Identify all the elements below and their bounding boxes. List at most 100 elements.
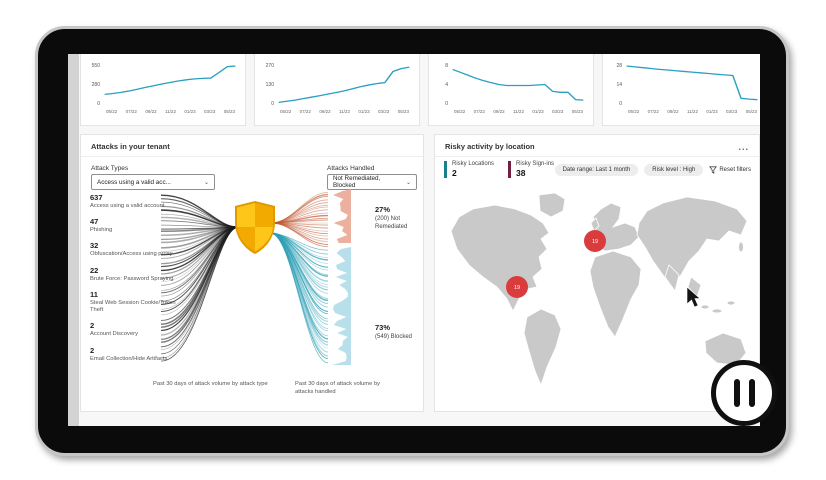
- x-tick-label: 09/22: [319, 109, 331, 114]
- x-axis-labels: 05/22 07/22 09/22 11/22 01/23 03/23 05/23: [106, 109, 235, 114]
- y-axis-ticks: 270 130 0: [261, 63, 277, 107]
- attack-types-value: Access using a valid acc...: [97, 178, 171, 186]
- not-remediated-detail: (200) Not Remediated: [375, 216, 408, 230]
- attack-type-item: 637 Access using a valid account: [90, 193, 184, 210]
- attacks-panel-title: Attacks in your tenant: [81, 135, 423, 157]
- x-tick-label: 03/23: [204, 109, 216, 114]
- pause-button[interactable]: [711, 360, 777, 426]
- attacks-panel-title-text: Attacks in your tenant: [91, 142, 170, 151]
- reset-filters-label: Reset filters: [719, 167, 751, 173]
- trend-chart-card-1: 550 280 0 05/22 07/22 09/22 11/22 01/23 03/23 05/…: [80, 54, 246, 126]
- x-tick-label: 05/22: [106, 109, 118, 114]
- x-tick-label: 03/23: [378, 109, 390, 114]
- marker-count: 19: [592, 239, 598, 245]
- y-tick-label: 28: [616, 63, 622, 69]
- pause-icon: [748, 379, 755, 407]
- y-tick-label: 0: [97, 101, 100, 107]
- x-tick-label: 11/22: [687, 109, 698, 114]
- map-landmasses: [450, 192, 748, 387]
- attacks-handled-dropdown[interactable]: Not Remediated, Blocked ⌄: [327, 174, 417, 190]
- y-tick-label: 4: [445, 82, 448, 88]
- x-axis-labels: 05/22 07/22 09/22 11/22 01/23 03/23 05/23: [454, 109, 583, 114]
- x-tick-label: 11/22: [165, 109, 176, 114]
- x-tick-label: 01/23: [358, 109, 370, 114]
- blocked-stat: 73% (549) Blocked: [375, 323, 427, 342]
- x-tick-label: 11/22: [339, 109, 350, 114]
- marker-count: 19: [514, 285, 520, 291]
- attack-label: Brute Force: Password Spraying: [90, 275, 174, 282]
- x-tick-label: 11/22: [513, 109, 524, 114]
- caption-attacks-handled: Past 30 days of attack volume by attacks…: [295, 381, 381, 395]
- risk-location-marker[interactable]: 19: [584, 230, 606, 252]
- x-axis-labels: 05/22 07/22 09/22 11/22 01/23 03/23 05/23: [628, 109, 757, 114]
- attack-type-list: 637 Access using a valid account 47 Phishin…: [90, 193, 184, 363]
- sparkline: [626, 65, 758, 101]
- attacks-handled-value: Not Remediated, Blocked: [333, 175, 381, 189]
- risky-stats-row: Risky Locations 2 Risky Sign-ins 38: [444, 161, 554, 178]
- x-tick-label: 01/23: [706, 109, 718, 114]
- chevron-down-icon: ⌄: [405, 179, 411, 186]
- attack-type-item: 22 Brute Force: Password Spraying: [90, 266, 184, 283]
- risky-locations-stat: Risky Locations 2: [444, 161, 494, 178]
- x-tick-label: 09/22: [145, 109, 157, 114]
- reset-filters-button[interactable]: Reset filters: [709, 166, 751, 174]
- attack-count: 22: [90, 265, 99, 275]
- date-range-filter-pill[interactable]: Date range: Last 1 month: [554, 164, 639, 176]
- y-axis-ticks: 550 280 0: [87, 63, 103, 107]
- x-tick-label: 01/23: [184, 109, 196, 114]
- blocked-percent: 73%: [375, 323, 391, 332]
- x-tick-label: 05/23: [397, 109, 409, 114]
- x-tick-label: 05/23: [745, 109, 757, 114]
- x-tick-label: 01/23: [532, 109, 544, 114]
- sparkline: [104, 65, 236, 96]
- chevron-down-icon: ⌄: [203, 179, 209, 186]
- sparkline: [278, 66, 410, 104]
- attack-label: Access using a valid account: [90, 203, 165, 209]
- x-tick-label: 03/23: [726, 109, 738, 114]
- more-menu-icon[interactable]: ...: [738, 141, 749, 152]
- attack-type-item: 2 Email Collection/Hide Artifacts: [90, 346, 184, 363]
- y-axis-ticks: 8 4 0: [435, 63, 451, 107]
- x-tick-label: 03/23: [552, 109, 564, 114]
- y-tick-label: 0: [619, 101, 622, 107]
- attack-count: 637: [90, 193, 103, 202]
- trend-chart-card-2: 270 130 0 05/22 07/22 09/22 11/22 01/23 03/23 05/…: [254, 54, 420, 126]
- attack-count: 2: [90, 345, 95, 355]
- attack-flow-sankey: [161, 189, 351, 365]
- attack-types-dropdown[interactable]: Access using a valid acc... ⌄: [91, 174, 215, 190]
- risk-level-filter-pill[interactable]: Risk level : High: [644, 164, 704, 176]
- risk-location-marker[interactable]: 19: [506, 276, 528, 298]
- y-tick-label: 270: [265, 63, 274, 69]
- x-tick-label: 09/22: [667, 109, 679, 114]
- attack-type-item: 2 Account Discovery: [90, 321, 184, 338]
- x-tick-label: 07/22: [473, 109, 485, 114]
- trend-chart-card-3: 8 4 0 05/22 07/22 09/22 11/22 01/23 03/23 05/23: [428, 54, 594, 126]
- risky-signins-label: Risky Sign-ins: [516, 161, 555, 167]
- screen-left-gutter: [68, 54, 79, 426]
- y-tick-label: 0: [445, 101, 448, 107]
- attacks-handled-label: Attacks Handled: [327, 165, 375, 172]
- x-tick-label: 07/22: [647, 109, 659, 114]
- x-tick-label: 05/22: [628, 109, 640, 114]
- risky-activity-panel: Risky activity by location ... Risky Loc…: [434, 134, 760, 412]
- x-tick-label: 05/22: [280, 109, 292, 114]
- y-tick-label: 0: [271, 101, 274, 107]
- y-tick-label: 280: [91, 82, 100, 88]
- attack-label: Email Collection/Hide Artifacts: [90, 355, 168, 362]
- risky-locations-label: Risky Locations: [452, 161, 495, 167]
- risky-signins-value: 38: [516, 168, 526, 178]
- filter-reset-icon: [709, 166, 718, 174]
- attack-types-label: Attack Types: [91, 165, 129, 172]
- attack-count: 47: [90, 217, 99, 227]
- x-tick-label: 09/22: [493, 109, 505, 114]
- attack-label: Account Discovery: [90, 331, 139, 338]
- y-tick-label: 14: [616, 82, 622, 88]
- dashboard-screen: 550 280 0 05/22 07/22 09/22 11/22 01/23 03/23 05/…: [68, 54, 760, 426]
- attack-type-item: 32 Obfuscation/Access using proxy: [90, 241, 184, 258]
- y-tick-label: 550: [91, 63, 100, 69]
- x-axis-labels: 05/22 07/22 09/22 11/22 01/23 03/23 05/23: [280, 109, 409, 114]
- y-axis-ticks: 28 14 0: [609, 63, 625, 107]
- attack-type-item: 11 Steal Web Session Cookie/Token Theft: [90, 290, 184, 314]
